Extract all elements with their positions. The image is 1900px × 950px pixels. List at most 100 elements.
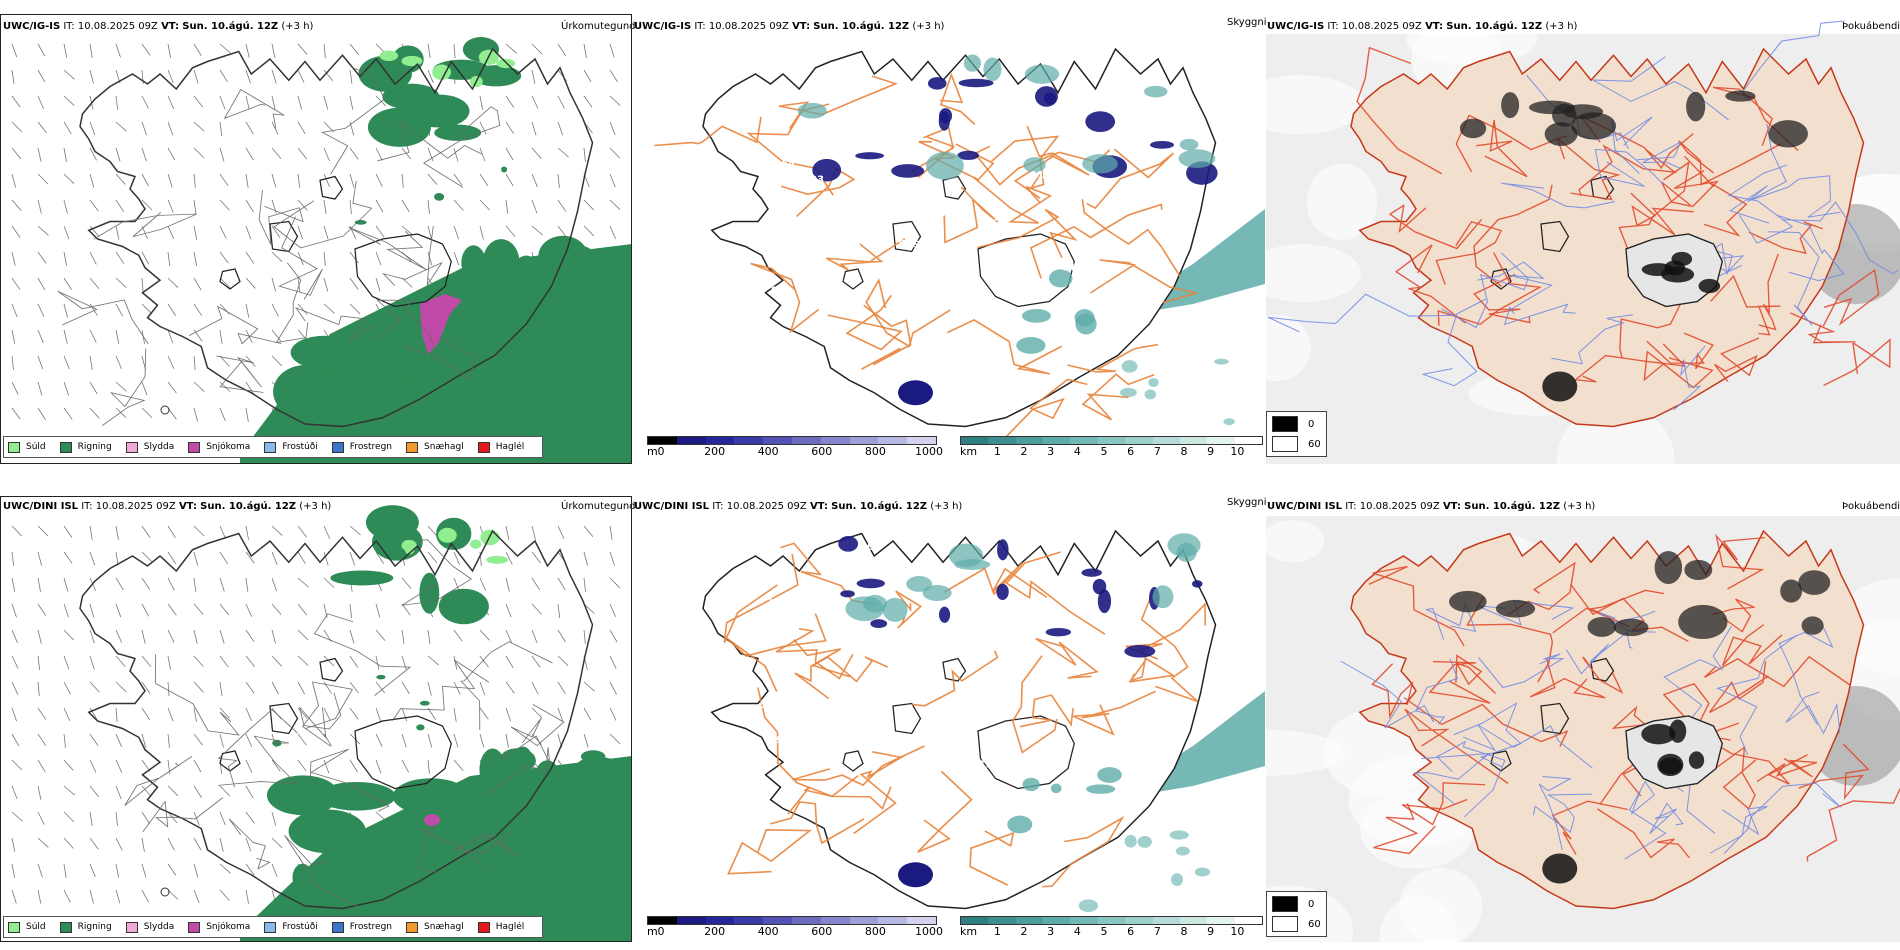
- fog-cell: [1022, 777, 1040, 792]
- fog-cell: [954, 559, 991, 570]
- road-line: [1710, 274, 1781, 336]
- wind-barb: [401, 225, 413, 236]
- colorbar-tick-label: 2: [1020, 445, 1028, 458]
- road-line: [1711, 598, 1755, 633]
- road-line: [313, 613, 412, 696]
- fog-cell: [1016, 337, 1046, 354]
- wind-barb: [219, 577, 225, 592]
- visibility-value-label: 58: [988, 620, 1002, 631]
- wind-barb: [427, 199, 430, 214]
- iceland-group: [79, 530, 594, 910]
- visibility-value-label: 10: [896, 136, 910, 147]
- visibility-value-label: 133: [840, 240, 861, 251]
- colorbar-tick-label: 5: [1100, 925, 1108, 938]
- road-line: [1611, 116, 1653, 174]
- wind-barb: [323, 43, 326, 58]
- fog-cell: [983, 57, 1002, 82]
- wind-barb: [427, 629, 431, 644]
- road-line: [1478, 653, 1565, 689]
- rain-cell: [461, 245, 486, 281]
- sea-haze: [1266, 519, 1325, 563]
- wind-barb: [11, 329, 16, 344]
- wind-barb: [375, 147, 383, 161]
- colorbar-step: [1097, 917, 1126, 924]
- rain-cell: [443, 860, 486, 888]
- fog-index-high: [1544, 122, 1578, 146]
- wind-barb: [141, 889, 149, 903]
- wind-barb: [375, 759, 382, 774]
- road-line: [1011, 655, 1058, 754]
- legend-label: Súld: [26, 442, 46, 452]
- low-vis-cell: [1148, 377, 1159, 387]
- wind-barb: [115, 707, 118, 722]
- low-vis-cell: [1144, 389, 1157, 400]
- colorbar-step: [763, 437, 792, 444]
- wind-barb: [89, 381, 98, 395]
- road-line: [299, 692, 342, 740]
- wind-barb: [557, 681, 566, 695]
- dense-fog-cell: [1081, 568, 1102, 577]
- wind-barb: [167, 863, 177, 876]
- road-line: [865, 278, 951, 348]
- wind-barb: [89, 303, 98, 317]
- wind-barb: [453, 251, 460, 266]
- wind-barb: [531, 655, 541, 668]
- wind-barb: [505, 525, 510, 540]
- glacier-outline: [354, 715, 452, 790]
- wind-barb: [401, 707, 408, 722]
- road-line: [1716, 634, 1798, 755]
- wind-barb: [193, 551, 199, 566]
- wind-barb: [193, 733, 203, 746]
- colorbar-step: [1015, 437, 1044, 444]
- wind-barb: [427, 225, 432, 240]
- road-line: [1428, 660, 1491, 704]
- wind-barb: [37, 889, 42, 904]
- rain-cell: [549, 293, 577, 308]
- fog-index-high: [1613, 618, 1649, 637]
- wind-barb: [505, 43, 517, 54]
- legend-label: Frostúði: [282, 442, 318, 452]
- colorbar-gradient: [960, 916, 1263, 925]
- wind-barb: [609, 707, 617, 721]
- legend-swatch: [8, 441, 20, 453]
- visibility-map-row1: 93 88 80 50 31 64 62 49 37 92 49 33 84 138 64 30 10 141 13…: [633, 14, 1265, 439]
- road-line: [825, 238, 906, 271]
- rain-cell: [479, 748, 506, 792]
- visibility-value-label: 25: [761, 572, 775, 583]
- road-line: [1019, 694, 1074, 728]
- wind-barb: [11, 147, 22, 160]
- road-line: [1394, 244, 1466, 324]
- sea-haze: [1266, 314, 1312, 382]
- wind-barb: [557, 525, 565, 539]
- road-line: [654, 116, 762, 147]
- low-vis-cell: [1121, 360, 1138, 373]
- wind-barb: [115, 355, 122, 370]
- rain-cell: [266, 775, 340, 816]
- visibility-value-label: 64: [781, 159, 795, 170]
- wind-barb: [37, 733, 47, 746]
- wind-barb: [115, 95, 119, 110]
- road-line: [947, 318, 1063, 375]
- road-line: [217, 735, 298, 786]
- wind-barb: [167, 329, 174, 344]
- wind-barb: [609, 173, 616, 188]
- wind-barb: [89, 733, 99, 746]
- glacier-outline: [219, 268, 241, 290]
- road-line: [1708, 661, 1769, 714]
- wind-barb: [219, 147, 225, 162]
- it-label: IT:: [1345, 501, 1357, 512]
- wind-barb: [37, 173, 49, 185]
- fog-cell: [1086, 784, 1116, 794]
- colorbar-unit: km: [960, 925, 978, 938]
- wind-barb: [297, 69, 305, 83]
- wind-barb: [11, 95, 21, 108]
- wind-barb: [37, 759, 46, 773]
- rain-cell: [354, 220, 367, 225]
- colorbar-step: [705, 437, 735, 444]
- rain-cell: [376, 674, 386, 680]
- road-line: [1594, 148, 1664, 187]
- wind-barb: [115, 863, 120, 878]
- wind-barb: [531, 199, 538, 214]
- wind-barb: [271, 147, 282, 159]
- road-line: [1042, 815, 1125, 888]
